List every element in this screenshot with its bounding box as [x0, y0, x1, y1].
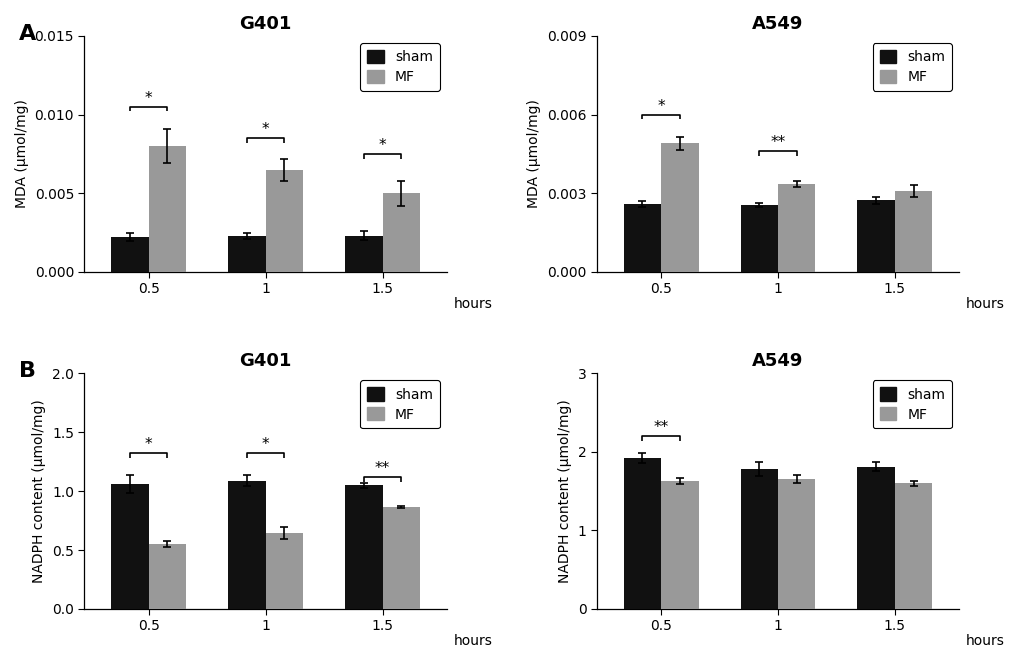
Text: *: *: [145, 438, 153, 452]
Title: A549: A549: [752, 15, 803, 33]
Title: G401: G401: [239, 15, 291, 33]
Bar: [111, 237, 149, 272]
Text: *: *: [262, 438, 269, 452]
Legend: sham, MF: sham, MF: [871, 43, 952, 91]
Text: *: *: [145, 91, 153, 105]
Bar: [623, 458, 660, 609]
Text: **: **: [769, 135, 785, 151]
Text: **: **: [375, 461, 390, 476]
Bar: [111, 484, 149, 609]
Bar: [857, 467, 894, 609]
Text: hours: hours: [453, 634, 492, 648]
Bar: [265, 170, 303, 272]
Bar: [857, 200, 894, 272]
Legend: sham, MF: sham, MF: [871, 380, 952, 428]
Bar: [623, 204, 660, 272]
Bar: [344, 235, 382, 272]
Legend: sham, MF: sham, MF: [360, 380, 439, 428]
Text: *: *: [378, 138, 386, 153]
Text: A: A: [19, 24, 37, 44]
Bar: [149, 544, 186, 609]
Bar: [660, 143, 698, 272]
Bar: [740, 205, 777, 272]
Bar: [149, 146, 186, 272]
Y-axis label: MDA (μmol/mg): MDA (μmol/mg): [15, 99, 29, 208]
Bar: [660, 481, 698, 609]
Bar: [382, 193, 420, 272]
Legend: sham, MF: sham, MF: [360, 43, 439, 91]
Text: hours: hours: [965, 296, 1004, 311]
Bar: [894, 191, 931, 272]
Y-axis label: NADPH content (μmol/mg): NADPH content (μmol/mg): [557, 399, 572, 583]
Bar: [740, 469, 777, 609]
Title: G401: G401: [239, 352, 291, 371]
Text: B: B: [19, 361, 37, 381]
Y-axis label: NADPH content (μmol/mg): NADPH content (μmol/mg): [33, 399, 47, 583]
Bar: [228, 481, 265, 609]
Bar: [382, 507, 420, 609]
Bar: [777, 479, 814, 609]
Bar: [894, 483, 931, 609]
Y-axis label: MDA (μmol/mg): MDA (μmol/mg): [527, 99, 541, 208]
Bar: [265, 533, 303, 609]
Text: *: *: [656, 99, 664, 113]
Text: hours: hours: [965, 634, 1004, 648]
Bar: [777, 184, 814, 272]
Bar: [344, 485, 382, 609]
Bar: [228, 236, 265, 272]
Text: hours: hours: [453, 296, 492, 311]
Text: *: *: [262, 122, 269, 137]
Title: A549: A549: [752, 352, 803, 371]
Text: **: **: [653, 420, 668, 435]
